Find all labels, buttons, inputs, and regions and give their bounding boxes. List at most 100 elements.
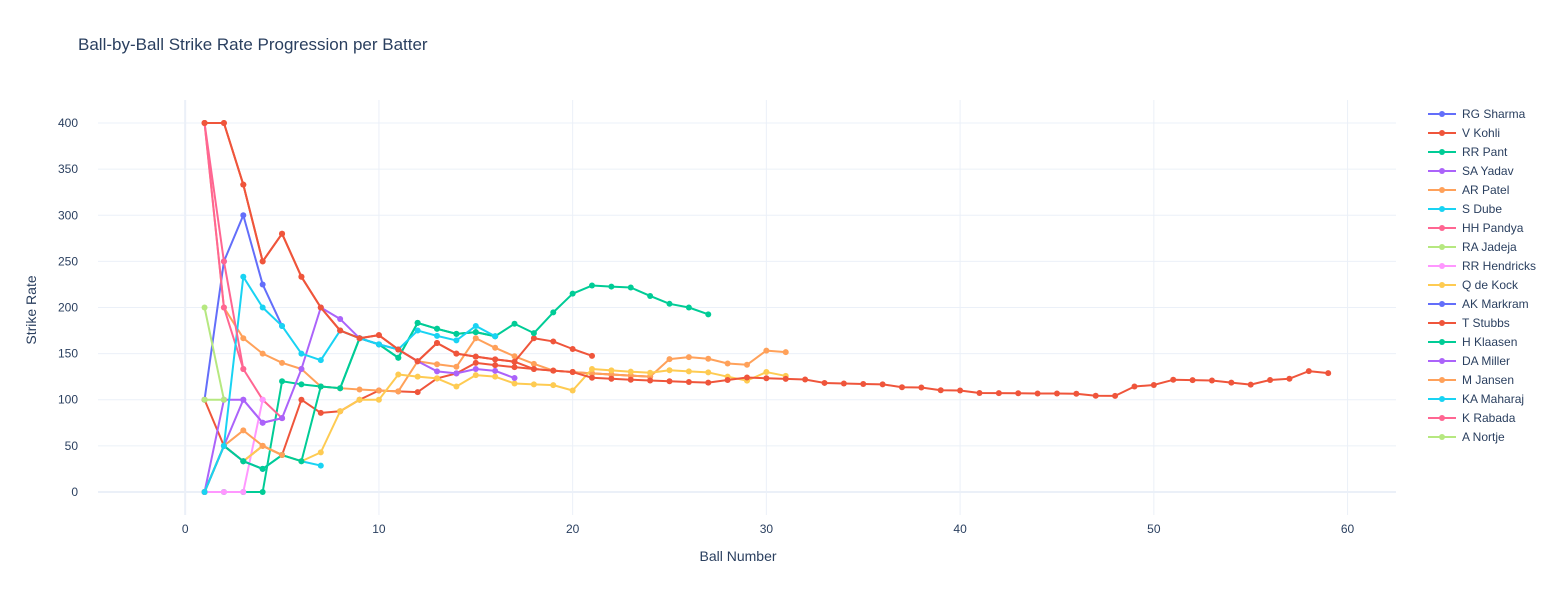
data-point xyxy=(472,366,479,373)
y-tick-label: 400 xyxy=(58,116,78,130)
data-point xyxy=(414,389,421,396)
y-axis-title: Strike Rate xyxy=(23,275,39,344)
data-point xyxy=(317,449,324,456)
legend-label: K Rabada xyxy=(1462,411,1516,425)
legend-item[interactable]: DA Miller xyxy=(1428,354,1510,368)
data-point xyxy=(259,442,266,449)
legend-item[interactable]: KA Maharaj xyxy=(1428,392,1524,406)
data-point xyxy=(724,376,731,383)
legend-item[interactable]: RA Jadeja xyxy=(1428,240,1517,254)
x-axis-ticks: 0 10 20 30 40 50 60 xyxy=(182,522,1355,536)
data-point xyxy=(375,387,382,394)
data-point xyxy=(918,384,925,391)
data-point xyxy=(453,337,460,344)
data-point xyxy=(550,367,557,374)
series-line xyxy=(203,122,283,419)
series-2 xyxy=(201,319,499,495)
data-point xyxy=(608,371,615,378)
legend-item[interactable]: RR Hendricks xyxy=(1428,259,1536,273)
data-point xyxy=(666,378,673,385)
data-point xyxy=(240,488,247,495)
data-point xyxy=(550,338,557,345)
legend-item[interactable]: K Rabada xyxy=(1428,411,1516,425)
data-point xyxy=(298,396,305,403)
legend-label: AR Patel xyxy=(1462,183,1509,197)
data-point xyxy=(259,281,266,288)
data-point xyxy=(898,384,905,391)
data-point xyxy=(802,376,809,383)
data-point xyxy=(240,181,247,188)
data-point xyxy=(240,427,247,434)
data-point xyxy=(220,488,227,495)
data-point xyxy=(763,369,770,376)
legend-item[interactable]: Q de Kock xyxy=(1428,278,1519,292)
legend-item[interactable]: HH Pandya xyxy=(1428,221,1524,235)
data-point xyxy=(453,383,460,390)
data-point xyxy=(414,373,421,380)
legend-item[interactable]: AK Markram xyxy=(1428,297,1529,311)
data-point xyxy=(589,366,596,373)
x-tick-label: 50 xyxy=(1147,522,1161,536)
legend-swatch-marker xyxy=(1439,339,1445,345)
data-point xyxy=(259,465,266,472)
data-point xyxy=(279,378,286,385)
data-point xyxy=(472,372,479,379)
data-point xyxy=(220,442,227,449)
legend-swatch-marker xyxy=(1439,225,1445,231)
legend-item[interactable]: V Kohli xyxy=(1428,126,1500,140)
data-point xyxy=(279,452,286,459)
legend-label: S Dube xyxy=(1462,202,1502,216)
data-point xyxy=(782,349,789,356)
legend-item[interactable]: M Jansen xyxy=(1428,373,1514,387)
data-point xyxy=(666,367,673,374)
data-point xyxy=(1053,390,1060,397)
legend-item[interactable]: T Stubbs xyxy=(1428,316,1510,330)
data-point xyxy=(685,354,692,361)
series-line xyxy=(203,368,786,493)
data-point xyxy=(1286,375,1293,382)
data-point xyxy=(976,389,983,396)
legend-label: AK Markram xyxy=(1462,297,1529,311)
data-point xyxy=(840,380,847,387)
data-point xyxy=(317,357,324,364)
data-point xyxy=(724,360,731,367)
data-point xyxy=(1112,392,1119,399)
data-point xyxy=(279,359,286,366)
data-point xyxy=(627,368,634,375)
legend: RG Sharma V Kohli RR Pant SA Yadav AR Patel S… xyxy=(1428,107,1536,444)
legend-item[interactable]: RG Sharma xyxy=(1428,107,1526,121)
legend-item[interactable]: RR Pant xyxy=(1428,145,1508,159)
data-point xyxy=(240,212,247,219)
data-point xyxy=(569,369,576,376)
y-tick-label: 250 xyxy=(58,254,78,268)
data-point xyxy=(569,346,576,352)
data-point xyxy=(395,371,402,378)
legend-swatch-marker xyxy=(1439,282,1445,288)
data-point xyxy=(511,375,518,382)
data-point xyxy=(220,258,227,265)
data-point xyxy=(337,327,344,334)
series-11 xyxy=(201,120,596,365)
data-point xyxy=(647,369,654,376)
legend-item[interactable]: SA Yadav xyxy=(1428,164,1514,178)
data-point xyxy=(937,387,944,394)
data-point xyxy=(453,363,460,370)
data-point xyxy=(511,364,518,371)
legend-item[interactable]: A Nortje xyxy=(1428,430,1505,444)
data-point xyxy=(298,350,305,357)
data-point xyxy=(259,258,266,265)
data-point xyxy=(569,387,576,394)
x-tick-label: 30 xyxy=(760,522,774,536)
legend-swatch-marker xyxy=(1439,377,1445,383)
data-point xyxy=(279,415,286,422)
x-tick-label: 0 xyxy=(182,522,189,536)
legend-item[interactable]: H Klaasen xyxy=(1428,335,1517,349)
legend-label: H Klaasen xyxy=(1462,335,1517,349)
data-point xyxy=(259,488,266,495)
legend-item[interactable]: S Dube xyxy=(1428,202,1502,216)
legend-item[interactable]: AR Patel xyxy=(1428,183,1509,197)
data-point xyxy=(201,304,208,311)
data-point xyxy=(492,344,499,351)
data-point xyxy=(685,304,692,311)
